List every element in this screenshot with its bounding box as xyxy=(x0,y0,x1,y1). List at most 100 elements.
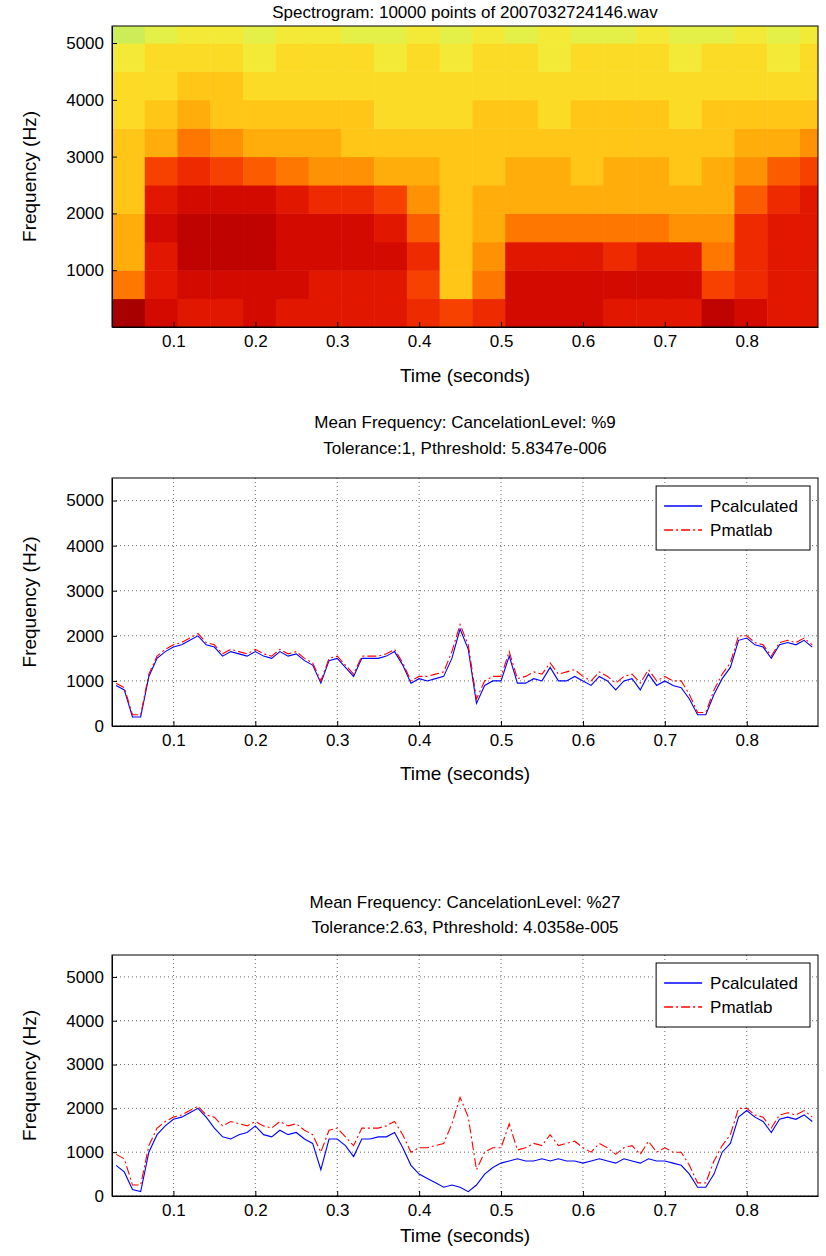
y-tick: 4000 xyxy=(66,91,117,110)
heatmap-cell xyxy=(505,71,538,100)
heatmap-cell xyxy=(472,71,505,100)
y-tick-mark xyxy=(112,591,117,592)
heatmap-cell xyxy=(276,242,309,271)
heatmap-cell xyxy=(603,128,636,157)
heatmap-cell xyxy=(374,26,407,44)
y-axis-title: Frequency (Hz) xyxy=(19,537,40,668)
chart-title: Mean Frequency: CancelationLevel: %9 xyxy=(314,413,615,432)
heatmap-cell xyxy=(276,213,309,242)
x-axis-title: Time (seconds) xyxy=(400,365,530,386)
plot-frame xyxy=(112,955,818,1196)
y-tick-mark xyxy=(112,270,117,271)
heatmap-cell xyxy=(407,71,440,100)
panel: 0.10.20.30.40.50.60.70.80100020003000400… xyxy=(19,413,819,784)
heatmap-cell xyxy=(505,185,538,214)
series-line xyxy=(116,625,812,715)
y-tick-mark xyxy=(112,681,117,682)
heatmap-cell xyxy=(309,185,342,214)
heatmap-cell xyxy=(145,71,178,100)
heatmap-cell xyxy=(603,26,636,44)
heatmap-cell xyxy=(309,270,342,299)
heatmap-cell xyxy=(767,157,800,186)
heatmap-cell xyxy=(276,299,309,327)
x-tick-label: 0.6 xyxy=(572,731,596,750)
x-tick-label: 0.8 xyxy=(735,332,759,351)
heatmap-cell xyxy=(669,157,702,186)
heatmap-cell xyxy=(767,43,800,72)
x-grid-line xyxy=(419,955,420,1196)
x-tick: 0.5 xyxy=(490,1191,514,1220)
heatmap-cell xyxy=(538,299,571,327)
heatmap-cell xyxy=(112,128,145,157)
heatmap-cell xyxy=(374,185,407,214)
heatmap-cell xyxy=(309,71,342,100)
heatmap-cell xyxy=(440,100,473,129)
heatmap-cell xyxy=(505,299,538,327)
heatmap-cell xyxy=(145,242,178,271)
heatmap-cell xyxy=(767,26,800,44)
heatmap-cell xyxy=(210,26,243,44)
heatmap-cell xyxy=(309,213,342,242)
y-tick-label: 3000 xyxy=(66,1055,104,1074)
y-tick: 1000 xyxy=(66,672,117,691)
heatmap-cell xyxy=(374,71,407,100)
heatmap-cell xyxy=(243,213,276,242)
y-tick: 3000 xyxy=(66,1055,117,1074)
heatmap-cell xyxy=(309,26,342,44)
x-grid-line xyxy=(255,955,256,1196)
heatmap-cell xyxy=(243,43,276,72)
heatmap-cell xyxy=(538,43,571,72)
legend-label: Pmatlab xyxy=(710,521,772,540)
heatmap-cell xyxy=(800,100,818,129)
x-tick: 0.5 xyxy=(490,322,514,351)
x-tick: 0.3 xyxy=(326,1191,350,1220)
heatmap-cell xyxy=(636,242,669,271)
y-tick: 2000 xyxy=(66,1099,117,1118)
y-tick-label: 5000 xyxy=(66,491,104,510)
heatmap-cell xyxy=(734,71,767,100)
heatmap-cell xyxy=(767,299,800,327)
heatmap-cell xyxy=(374,100,407,129)
chart-subtitle: Tolerance:2.63, Pthreshold: 4.0358e-005 xyxy=(311,918,618,937)
x-tick-label: 0.2 xyxy=(244,731,268,750)
heatmap-cell xyxy=(767,213,800,242)
heatmap-cell xyxy=(243,157,276,186)
heatmap-cell xyxy=(767,270,800,299)
heatmap-cell xyxy=(571,270,604,299)
plot-area xyxy=(112,26,818,327)
heatmap-cell xyxy=(538,157,571,186)
heatmap-cell xyxy=(505,43,538,72)
x-tick-mark xyxy=(665,1191,666,1196)
series-line xyxy=(116,1108,812,1191)
y-tick-label: 5000 xyxy=(66,34,104,53)
y-tick-label: 1000 xyxy=(66,672,104,691)
heatmap-cell xyxy=(734,43,767,72)
x-tick-mark xyxy=(501,721,502,726)
y-tick-label: 3000 xyxy=(66,582,104,601)
heatmap-cell xyxy=(440,128,473,157)
y-tick-mark xyxy=(112,546,117,547)
heatmap-cell xyxy=(702,43,735,72)
x-tick: 0.3 xyxy=(326,322,350,351)
heatmap-cell xyxy=(734,213,767,242)
heatmap-cell xyxy=(112,299,145,327)
heatmap-cell xyxy=(341,100,374,129)
heatmap-cell xyxy=(734,299,767,327)
heatmap-cell xyxy=(636,299,669,327)
legend-swatch xyxy=(664,1006,702,1007)
heatmap-cell xyxy=(734,242,767,271)
y-grid-line xyxy=(112,1152,818,1153)
heatmap-cell xyxy=(800,213,818,242)
heatmap-cell xyxy=(702,242,735,271)
x-tick-mark xyxy=(337,322,338,327)
heatmap-cell xyxy=(309,43,342,72)
heatmap-cell xyxy=(669,213,702,242)
heatmap-cell xyxy=(178,270,211,299)
heatmap-cell xyxy=(472,185,505,214)
heatmap-cell xyxy=(309,157,342,186)
y-tick-mark xyxy=(112,1021,117,1022)
heatmap-cell xyxy=(472,43,505,72)
heatmap-cell xyxy=(636,213,669,242)
y-tick-mark xyxy=(112,636,117,637)
heatmap-cell xyxy=(800,270,818,299)
